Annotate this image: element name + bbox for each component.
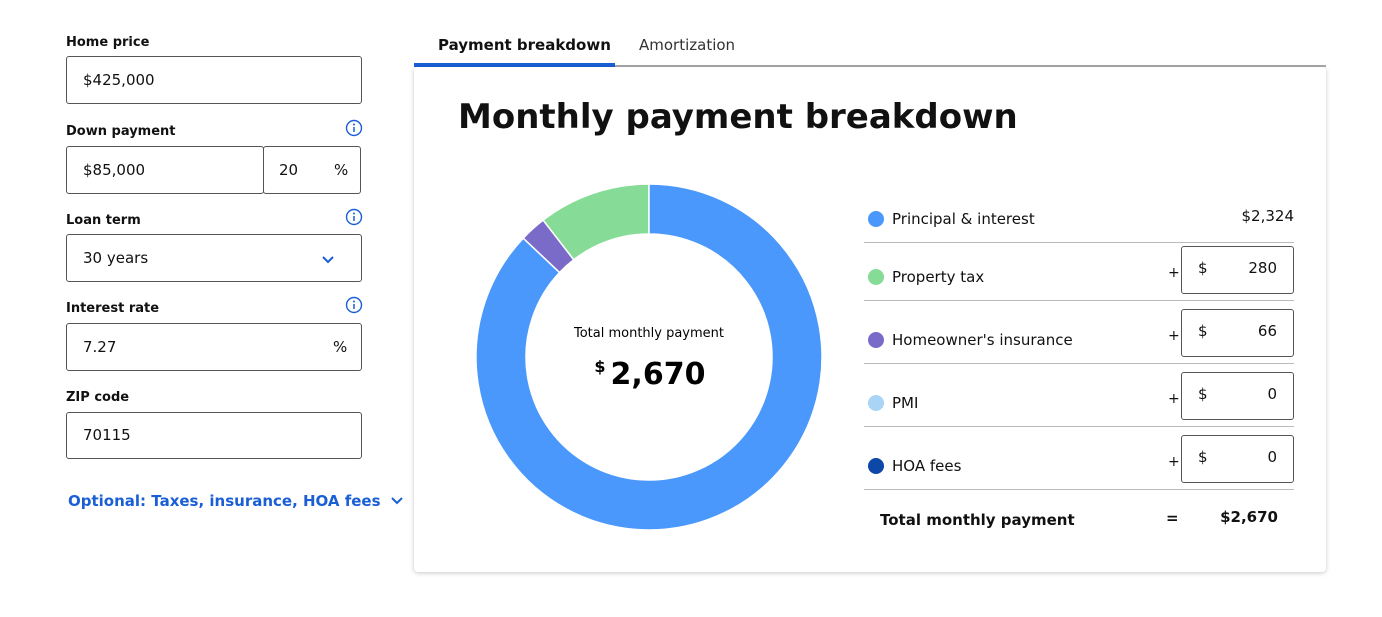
interest-rate-input[interactable]: 7.27 % xyxy=(66,323,362,371)
field-label: Loan term xyxy=(66,213,141,228)
select-value: 30 years xyxy=(83,249,149,267)
input-value: 66 xyxy=(1257,322,1277,340)
input-unit: % xyxy=(333,338,348,356)
equals-sign: = xyxy=(1166,509,1179,527)
panel-title: Monthly payment breakdown xyxy=(458,97,1018,137)
amount-input[interactable]: $0 xyxy=(1181,435,1294,483)
input-currency: $ xyxy=(1198,322,1208,340)
plus-sign: + xyxy=(1168,454,1180,470)
input-currency: $ xyxy=(1198,259,1208,277)
field-label: Interest rate xyxy=(66,301,160,316)
legend-name: Homeowner's insurance xyxy=(892,331,1073,349)
input-value: $85,000 xyxy=(83,161,146,179)
input-currency: $ xyxy=(1198,385,1208,403)
link-text: Optional: Taxes, insurance, HOA fees xyxy=(68,492,381,510)
home-price-input[interactable]: $425,000 xyxy=(66,56,362,104)
input-unit: % xyxy=(334,161,349,179)
input-value: $425,000 xyxy=(83,71,155,89)
chevron-icon xyxy=(391,497,403,505)
info-icon[interactable] xyxy=(345,208,363,226)
plus-sign: + xyxy=(1168,265,1180,281)
legend-name: HOA fees xyxy=(892,457,962,475)
field-label: Down payment xyxy=(66,124,176,139)
plus-sign: + xyxy=(1168,391,1180,407)
total-label: Total monthly payment xyxy=(880,511,1075,529)
down-payment-input[interactable]: $85,000 xyxy=(66,146,264,194)
info-icon[interactable] xyxy=(345,119,363,137)
tab-rule xyxy=(414,65,1326,67)
input-value: 0 xyxy=(1267,385,1277,403)
legend-name: PMI xyxy=(892,394,919,412)
legend-dot xyxy=(868,458,884,474)
legend-name: Principal & interest xyxy=(892,210,1035,228)
input-value: 0 xyxy=(1267,448,1277,466)
total-value: $2,670 xyxy=(1220,508,1278,526)
down-payment-percent-input[interactable]: 20 % xyxy=(263,146,361,194)
tab-indicator xyxy=(414,63,615,67)
tab-active[interactable]: Payment breakdown xyxy=(438,36,611,54)
legend-dot xyxy=(868,332,884,348)
row-divider xyxy=(864,489,1294,490)
amount-input[interactable]: $0 xyxy=(1181,372,1294,420)
row-amount: $2,324 xyxy=(1241,207,1295,225)
input-currency: $ xyxy=(1198,448,1208,466)
breakdown-panel: Monthly payment breakdown Total monthly … xyxy=(414,67,1326,572)
info-icon[interactable] xyxy=(345,296,363,314)
input-value: 20 xyxy=(279,161,299,179)
input-value: 70115 xyxy=(83,426,131,444)
input-value: 7.27 xyxy=(83,338,117,356)
donut-segment xyxy=(475,183,823,531)
row-divider xyxy=(864,426,1294,427)
legend-dot xyxy=(868,211,884,227)
donut-chart: Total monthly payment $ 2,670 xyxy=(475,183,884,531)
legend-dot xyxy=(868,269,884,285)
row-divider xyxy=(864,300,1294,301)
field-label: Home price xyxy=(66,35,150,50)
optional-link[interactable]: Optional: Taxes, insurance, HOA fees xyxy=(68,492,404,510)
plus-sign: + xyxy=(1168,328,1180,344)
loan-term-select[interactable]: 30 years xyxy=(66,234,362,282)
tab[interactable]: Amortization xyxy=(639,36,736,54)
input-value: 280 xyxy=(1248,259,1277,277)
donut-center-label: Total monthly payment xyxy=(573,326,724,341)
field-label: ZIP code xyxy=(66,390,130,405)
row-divider xyxy=(864,363,1294,364)
legend-dot xyxy=(868,395,884,411)
donut-center-value: 2,670 xyxy=(611,357,706,392)
legend-name: Property tax xyxy=(892,268,985,286)
amount-input[interactable]: $66 xyxy=(1181,309,1294,357)
chevron-icon xyxy=(322,256,334,264)
row-divider xyxy=(864,242,1294,243)
amount-input[interactable]: $280 xyxy=(1181,246,1294,294)
zip-code-input[interactable]: 70115 xyxy=(66,412,362,459)
donut-currency: $ xyxy=(594,357,605,376)
